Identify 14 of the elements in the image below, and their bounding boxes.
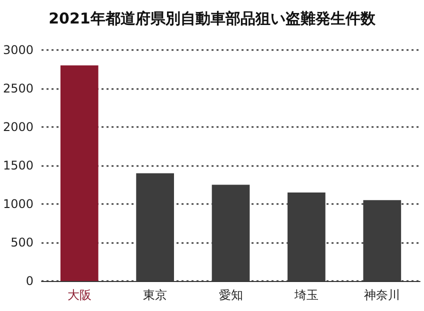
bar bbox=[60, 65, 98, 281]
x-tick-label: 大阪 bbox=[67, 288, 92, 302]
chart-title: 2021年都道府県別自動車部品狙い盗難発生件数 bbox=[48, 10, 376, 28]
x-tick-label: 愛知 bbox=[218, 288, 243, 302]
y-tick-label: 1000 bbox=[2, 197, 34, 211]
y-tick-label: 500 bbox=[10, 236, 34, 250]
y-tick-label: 1500 bbox=[2, 158, 34, 172]
x-tick-label: 東京 bbox=[143, 288, 168, 302]
y-tick-label: 2500 bbox=[2, 82, 34, 96]
y-tick-label: 3000 bbox=[2, 43, 34, 57]
y-tick-label: 2000 bbox=[2, 120, 34, 134]
x-tick-label: 埼玉 bbox=[293, 288, 318, 302]
x-tick-label: 神奈川 bbox=[364, 288, 400, 302]
y-tick-label: 0 bbox=[26, 274, 34, 288]
